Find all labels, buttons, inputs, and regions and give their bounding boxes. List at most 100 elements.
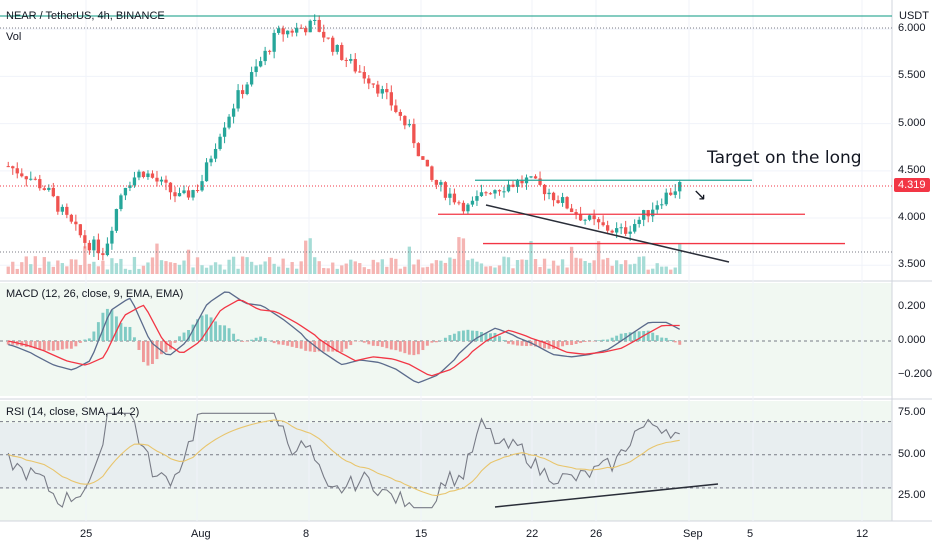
candle-body [596,219,601,223]
volume-bar [281,258,285,274]
macd-histogram-bar [534,341,537,347]
macd-histogram-bar [624,333,628,341]
volume-bar [678,243,682,274]
candle-body [213,148,218,159]
volume-bar [173,262,177,274]
candle-body [159,179,164,182]
volume-bar [137,268,141,274]
macd-histogram-bar [241,341,245,342]
candle-body [461,202,466,212]
candle-body [488,193,493,195]
macd-histogram-bar [335,341,339,352]
volume-bar [150,257,155,274]
volume-bar [524,259,529,274]
volume-bar [322,267,326,274]
macd-histogram-bar [6,341,10,345]
candle-body [240,90,245,95]
candle-body [642,210,646,220]
price-tick-label: 4.000 [898,211,926,224]
candle-body [556,200,560,203]
macd-histogram-bar [570,341,574,345]
macd-histogram-bar [214,321,218,341]
volume-bar [403,266,407,274]
candle-body [308,20,312,33]
volume-bar [60,263,64,274]
volume-bar [637,256,641,274]
macd-histogram-bar [597,340,601,341]
candle-body [281,28,285,35]
volume-bar [308,238,312,274]
candle-body [610,230,614,233]
volume-bar [20,262,24,274]
macd-histogram-bar [583,341,587,342]
volume-bar [78,264,83,274]
price-tick-label: 5.000 [898,116,926,129]
macd-histogram-bar [223,325,227,341]
volume-bar [493,267,497,274]
candle-body [231,108,236,117]
macd-histogram-bar [362,341,366,343]
volume-bar [466,260,470,274]
volume-bar [434,260,439,274]
volume-bar [475,261,479,274]
volume-bar [295,268,299,274]
candle-body [168,182,173,193]
macd-histogram-bar [83,339,87,341]
volume-bar [249,261,254,274]
macd-histogram-bar [543,341,546,349]
volume-bar [182,260,186,274]
volume-bar [344,263,348,274]
candle-body [587,215,592,220]
volume-bar [272,263,276,274]
macd-line [8,291,681,384]
volume-bar [96,266,101,274]
candle-body [619,227,623,229]
candle-body [209,158,213,163]
volume-bar [520,259,524,274]
volume-bar [628,264,632,274]
macd-histogram-bar [11,341,15,345]
macd-histogram-bar [525,341,528,347]
macd-histogram-bar [164,341,168,353]
candle-body [574,212,578,215]
volume-bar [624,260,628,274]
macd-histogram-bar [286,341,290,346]
volume-bar [33,256,37,274]
macd-histogram-bar [56,341,60,351]
volume-bar [556,265,560,274]
macd-histogram-bar [326,341,330,352]
candle-body [646,210,650,217]
rsi-sma-line [8,419,680,497]
macd-histogram-bar [610,337,614,341]
candle-body [506,184,511,192]
macd-histogram-bar [358,341,362,342]
volume-bar [83,246,87,274]
macd-histogram-bar [484,333,488,341]
candle-body [123,187,128,196]
macd-histogram-bar [556,341,560,348]
price-tick-label: 4.500 [898,163,926,176]
candle-body [412,124,416,144]
time-tick-label: 25 [80,528,93,540]
candle-body [24,176,28,180]
volume-bar [213,262,218,274]
macd-histogram-bar [290,341,294,347]
candle-body [628,231,632,234]
candle-body [407,124,411,126]
macd-histogram-bar [47,341,51,351]
candle-body [403,115,407,126]
candle-body [128,185,132,188]
macd-histogram-bar [660,337,664,341]
candle-body [51,187,55,197]
volume-bar [267,257,272,274]
candle-body [15,168,19,174]
volume-bar [502,256,506,274]
candle-body [286,30,290,35]
candle-body [344,59,348,61]
candle-body [56,196,60,212]
macd-histogram-bar [250,339,254,341]
volume-bar [497,265,502,274]
candle-body [182,190,186,194]
volume-bar [240,256,245,274]
macd-histogram-bar [308,341,312,352]
